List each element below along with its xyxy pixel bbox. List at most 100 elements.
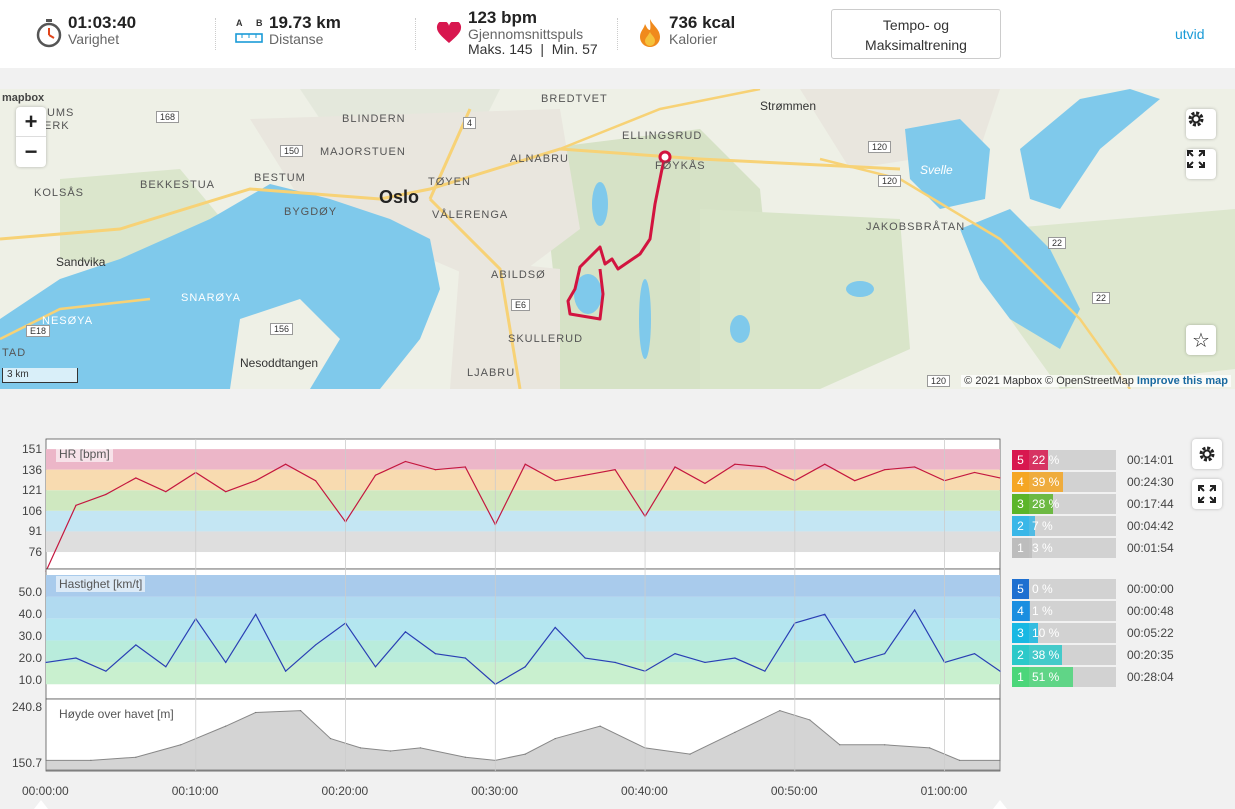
zone-time: 00:24:30 — [1127, 475, 1174, 489]
zone-bar: 2 38 % — [1012, 645, 1116, 665]
training-type-button[interactable]: Tempo- og Maksimaltrening — [831, 9, 1001, 59]
x-tick-label: 00:50:00 — [770, 784, 818, 798]
distance-value: 19.73 km — [269, 13, 341, 32]
road-shield: 120 — [868, 141, 892, 153]
road-shield: 120 — [878, 175, 902, 187]
data-point — [599, 725, 601, 727]
road-shield: 150 — [280, 145, 304, 157]
data-point — [839, 744, 841, 746]
zone-percent: 1 % — [1032, 604, 1053, 618]
speed-chart-title: Hastighet [km/t] — [56, 576, 146, 592]
y-tick-label: 150.7 — [11, 756, 42, 770]
improve-map-link[interactable]: Improve this map — [1136, 375, 1228, 387]
data-point — [135, 756, 137, 758]
zone-percent: 7 % — [1032, 519, 1053, 533]
data-point — [225, 491, 227, 493]
zone-number: 2 — [1012, 645, 1029, 665]
y-tick-label: 240.8 — [11, 700, 42, 714]
road-shield: E6 — [511, 299, 531, 311]
altitude-chart-title: Høyde over havet [m] — [56, 706, 177, 722]
place-label: Svelle — [920, 163, 953, 177]
expand-icon — [1187, 150, 1205, 168]
data-point — [389, 750, 392, 752]
divider — [617, 18, 618, 50]
divider — [415, 18, 416, 50]
expand-link[interactable]: utvid — [1175, 26, 1205, 42]
data-point — [584, 474, 586, 476]
star-icon: ☆ — [1192, 329, 1210, 352]
data-point — [958, 759, 961, 761]
charts-panel: HR [bpm] Hastighet [km/t] Høyde over hav… — [0, 389, 1235, 809]
zoom-in-button[interactable]: + — [16, 107, 46, 137]
place-label: BEKKESTUA — [140, 179, 216, 191]
place-label: LJABRU — [467, 367, 516, 379]
duration-label: Varighet — [68, 31, 120, 47]
data-point — [614, 661, 616, 664]
place-label: BESTUM — [254, 172, 306, 184]
y-tick-label: 20.0 — [18, 651, 42, 666]
x-tick-label: 00:40:00 — [621, 784, 668, 798]
x-tick-label: 00:10:00 — [171, 784, 219, 798]
data-point — [854, 661, 856, 664]
zone-band — [46, 469, 1000, 491]
zone-bar: 3 10 % — [1012, 623, 1116, 643]
zone-percent: 39 % — [1032, 475, 1060, 489]
data-point — [285, 670, 287, 672]
duration-value: 01:03:40 — [68, 13, 137, 32]
calories-stat: 736 kcal Kalorier — [639, 14, 789, 58]
data-point — [884, 469, 886, 471]
chart-fullscreen-button[interactable] — [1192, 479, 1222, 509]
zone-time: 00:05:22 — [1127, 626, 1174, 640]
data-point — [45, 661, 47, 664]
route-line — [566, 156, 667, 321]
map-favorite-button[interactable]: ☆ — [1186, 325, 1216, 355]
road-shield: 156 — [270, 323, 294, 335]
distance-label: Distanse — [269, 31, 324, 47]
zone-time: 00:20:35 — [1127, 648, 1174, 662]
data-point — [45, 759, 47, 761]
zone-band — [46, 596, 1000, 619]
data-point — [999, 477, 1001, 479]
hr-chart-title: HR [bpm] — [56, 446, 113, 462]
timeline-start-handle[interactable] — [34, 800, 48, 809]
activity-charts — [45, 438, 1001, 772]
place-label: ALNABRU — [510, 153, 569, 165]
map-settings-button[interactable] — [1186, 109, 1216, 139]
data-point — [404, 631, 407, 633]
chart-settings-button[interactable] — [1192, 439, 1222, 469]
zoom-control: + − — [16, 107, 46, 167]
data-point — [734, 657, 736, 659]
data-point — [135, 644, 137, 646]
data-point — [90, 759, 92, 761]
heartrate-value: 123 bpm — [468, 8, 537, 27]
duration-stat: 01:03:40 Varighet — [36, 14, 206, 58]
road-shield: E18 — [26, 325, 51, 337]
zone-band — [46, 490, 1000, 511]
data-point — [929, 747, 931, 749]
zone-band — [46, 618, 1000, 641]
zone-bar: 1 51 % — [1012, 667, 1116, 687]
data-point — [554, 737, 556, 740]
timeline-end-handle[interactable] — [993, 800, 1007, 809]
data-point — [524, 463, 526, 465]
zone-time: 00:17:44 — [1127, 497, 1174, 511]
data-point — [554, 626, 556, 629]
zone-bar: 5 22 % — [1012, 450, 1116, 470]
route-map[interactable]: BREDTVET Strømmen RUMS ERK BLINDERN ELLI… — [0, 89, 1235, 389]
data-point — [374, 474, 377, 476]
place-label: SKULLERUD — [508, 333, 584, 345]
data-point — [314, 644, 317, 646]
y-tick-label: 50.0 — [18, 585, 42, 600]
expand-icon — [1198, 485, 1216, 503]
data-point — [884, 653, 886, 655]
zoom-out-button[interactable]: − — [24, 139, 38, 164]
y-tick-label: 121 — [21, 483, 42, 498]
zone-band — [46, 640, 1000, 663]
data-point — [464, 466, 466, 468]
data-point — [764, 670, 766, 672]
x-tick-label: 00:20:00 — [321, 784, 369, 798]
map-fullscreen-button[interactable] — [1186, 149, 1216, 179]
